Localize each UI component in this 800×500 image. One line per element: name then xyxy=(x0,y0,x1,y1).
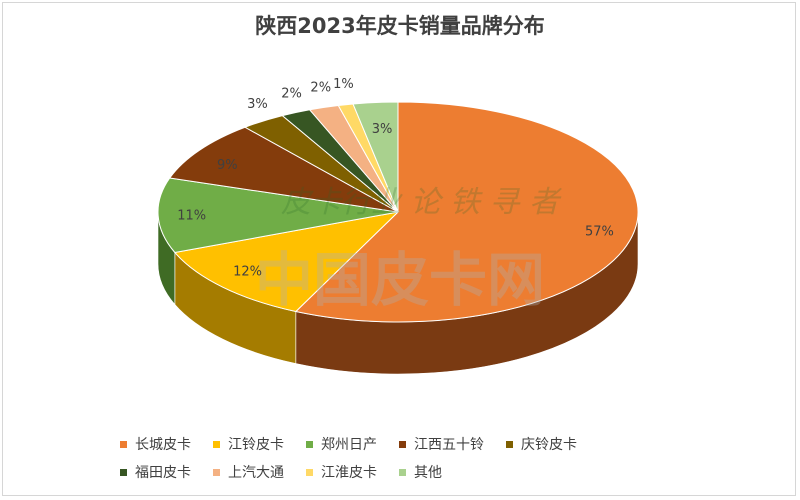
legend-swatch xyxy=(213,468,220,476)
pie-slice-江西五十铃 xyxy=(168,126,399,213)
legend-label: 上汽大通 xyxy=(228,465,284,481)
chart-title: 陕西2023年皮卡销量品牌分布 xyxy=(255,14,545,38)
legend-label: 福田皮卡 xyxy=(135,465,191,481)
legend-swatch xyxy=(120,468,127,476)
legend-swatch xyxy=(213,440,220,448)
data-label-其他: 3% xyxy=(372,122,393,137)
pie-slice-郑州日产 xyxy=(157,177,399,254)
legend-item-其他: 其他 xyxy=(399,462,442,482)
data-label-江西五十铃: 9% xyxy=(217,158,238,173)
watermark-site: 中国皮卡网 xyxy=(255,246,545,314)
pie-labels-group: 57%12%11%9%3%2% 2% 1%3% xyxy=(177,77,614,280)
legend-label: 江淮皮卡 xyxy=(321,465,377,481)
legend-item-福田皮卡: 福田皮卡 xyxy=(120,462,191,482)
legend-item-江淮皮卡: 江淮皮卡 xyxy=(306,462,377,482)
legend-item-江西五十铃: 江西五十铃 xyxy=(399,434,484,454)
legend-item-郑州日产: 郑州日产 xyxy=(306,434,377,454)
legend-swatch xyxy=(399,468,406,476)
data-label-长城皮卡: 57% xyxy=(585,225,614,240)
legend-item-庆铃皮卡: 庆铃皮卡 xyxy=(506,434,577,454)
legend-label: 郑州日产 xyxy=(321,437,377,453)
legend-swatch xyxy=(120,440,127,448)
data-label-郑州日产: 11% xyxy=(177,209,206,224)
data-label-福田皮卡: 2% xyxy=(281,87,302,102)
legend-item-长城皮卡: 长城皮卡 xyxy=(120,434,191,454)
legend-item-上汽大通: 上汽大通 xyxy=(213,462,284,482)
data-label-上汽大通: 2% xyxy=(310,80,331,95)
legend-label: 江西五十铃 xyxy=(414,437,484,453)
legend-swatch xyxy=(306,440,313,448)
data-label-江淮皮卡: 1% xyxy=(333,77,354,92)
legend-label: 其他 xyxy=(414,465,442,481)
pie-slice-其他 xyxy=(352,101,399,213)
legend-label: 江铃皮卡 xyxy=(228,437,284,453)
legend: 长城皮卡 江铃皮卡 郑州日产 江西五十铃 庆铃皮卡 福田皮卡 上汽大通 江淮皮卡 其他 xyxy=(120,430,720,486)
legend-swatch xyxy=(399,440,406,448)
data-label-庆铃皮卡: 3% xyxy=(247,97,268,112)
legend-label: 长城皮卡 xyxy=(135,437,191,453)
data-label-江铃皮卡: 12% xyxy=(233,265,262,280)
pie-slice-江铃皮卡 xyxy=(173,211,400,313)
legend-swatch xyxy=(506,440,513,448)
legend-item-江铃皮卡: 江铃皮卡 xyxy=(213,434,284,454)
legend-label: 庆铃皮卡 xyxy=(521,437,577,453)
watermark-slogan: 皮卡行业 论 铁 寻 者 xyxy=(281,185,562,220)
legend-row: 长城皮卡 江铃皮卡 郑州日产 江西五十铃 庆铃皮卡 xyxy=(120,430,720,458)
pie-slice-长城皮卡 xyxy=(294,101,639,323)
legend-row: 福田皮卡 上汽大通 江淮皮卡 其他 xyxy=(120,458,720,486)
legend-swatch xyxy=(306,468,313,476)
pie-top-group xyxy=(157,101,639,323)
